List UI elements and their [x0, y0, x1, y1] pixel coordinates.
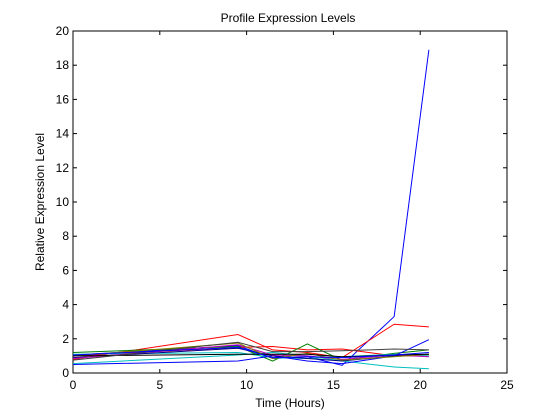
chart-title: Profile Expression Levels — [221, 11, 356, 25]
series-line-2 — [72, 323, 429, 360]
y-tick-label: 12 — [56, 161, 70, 175]
x-tick-label: 10 — [240, 378, 254, 392]
y-tick-label: 16 — [56, 92, 70, 106]
plot-area — [72, 30, 508, 374]
series-line-12 — [72, 341, 429, 361]
series-line-13 — [72, 346, 429, 359]
series-line-4 — [72, 343, 429, 362]
y-tick-label: 20 — [56, 24, 70, 38]
x-tick-label: 0 — [70, 378, 77, 392]
series-line-10 — [72, 342, 429, 361]
x-tick-label: 25 — [500, 378, 514, 392]
y-tick-label: 6 — [62, 263, 69, 277]
y-tick-label: 10 — [56, 195, 70, 209]
y-tick-label: 2 — [62, 332, 69, 346]
y-tick-label: 14 — [56, 127, 70, 141]
y-tick-label: 0 — [62, 366, 69, 380]
y-tick-label: 8 — [62, 229, 69, 243]
y-axis-label: Relative Expression Level — [33, 133, 47, 271]
x-axis-label: Time (Hours) — [255, 396, 325, 410]
y-tick-label: 18 — [56, 58, 70, 72]
series-layer — [72, 49, 430, 370]
tick-layer: 0 5 10 15 20 25 0 2 4 6 8 10 12 14 16 18 20 — [56, 24, 514, 392]
y-tick-label: 4 — [62, 298, 69, 312]
x-tick-label: 15 — [327, 378, 341, 392]
x-tick-label: 20 — [414, 378, 428, 392]
series-line-8 — [72, 347, 429, 362]
x-tick-label: 5 — [156, 378, 163, 392]
